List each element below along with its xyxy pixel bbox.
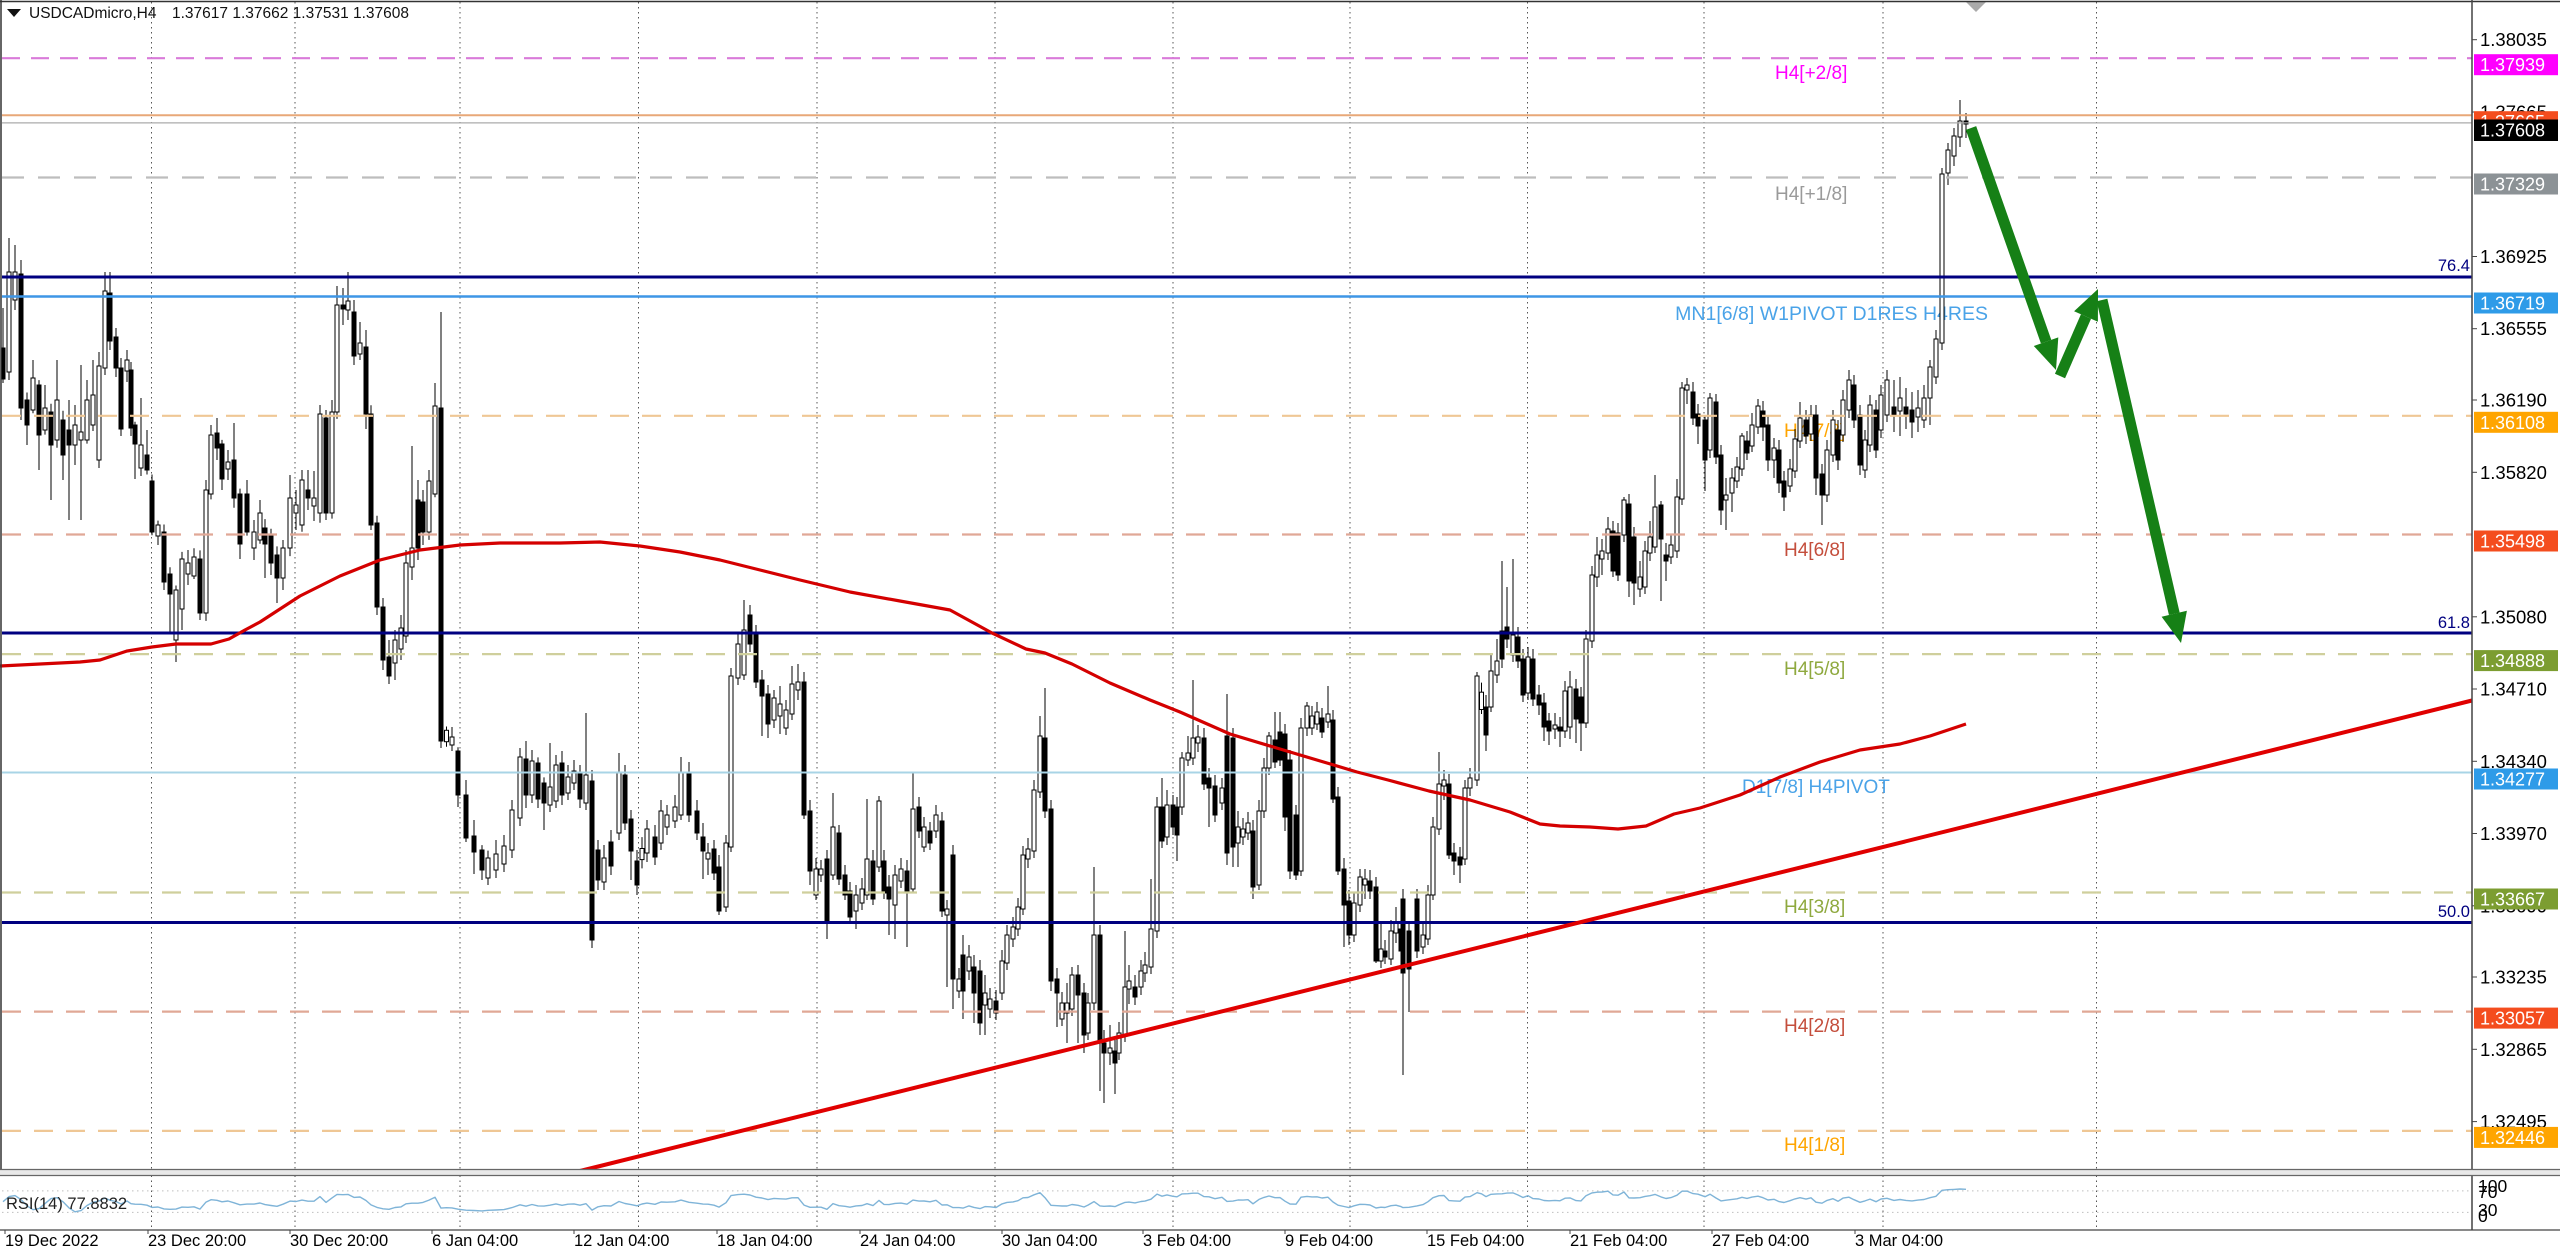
svg-text:RSI(14) 77.8832: RSI(14) 77.8832: [6, 1195, 127, 1213]
svg-text:1.34888: 1.34888: [2480, 651, 2545, 671]
svg-text:1.34710: 1.34710: [2480, 679, 2547, 700]
svg-text:15 Feb 04:00: 15 Feb 04:00: [1427, 1232, 1524, 1250]
svg-text:H4[1/8]: H4[1/8]: [1784, 1135, 1845, 1156]
svg-text:1.36190: 1.36190: [2480, 389, 2547, 410]
svg-text:9 Feb 04:00: 9 Feb 04:00: [1285, 1232, 1373, 1250]
svg-text:MN1[6/8] W1PIVOT D1RES H4RES: MN1[6/8] W1PIVOT D1RES H4RES: [1675, 303, 1988, 325]
svg-text:1.36108: 1.36108: [2480, 413, 2545, 433]
svg-text:1.35498: 1.35498: [2480, 532, 2545, 552]
svg-text:0: 0: [2478, 1206, 2488, 1226]
svg-text:1.34277: 1.34277: [2480, 770, 2545, 790]
svg-text:H4[+2/8]: H4[+2/8]: [1775, 63, 1847, 84]
svg-text:1.32446: 1.32446: [2480, 1128, 2545, 1148]
svg-text:1.33667: 1.33667: [2480, 890, 2545, 910]
svg-text:1.34340: 1.34340: [2480, 751, 2547, 772]
svg-text:3 Mar 04:00: 3 Mar 04:00: [1855, 1232, 1943, 1250]
svg-text:70: 70: [2478, 1182, 2498, 1202]
svg-text:1.36719: 1.36719: [2480, 294, 2545, 314]
svg-text:18 Jan 04:00: 18 Jan 04:00: [717, 1232, 812, 1250]
svg-text:21 Feb 04:00: 21 Feb 04:00: [1570, 1232, 1667, 1250]
svg-text:H4[5/8]: H4[5/8]: [1784, 659, 1845, 680]
svg-text:19 Dec 2022: 19 Dec 2022: [5, 1232, 99, 1250]
svg-text:1.32865: 1.32865: [2480, 1039, 2547, 1060]
svg-text:23 Dec 20:00: 23 Dec 20:00: [148, 1232, 246, 1250]
svg-text:H4[3/8]: H4[3/8]: [1784, 897, 1845, 918]
svg-text:H4[6/8]: H4[6/8]: [1784, 540, 1845, 561]
svg-text:USDCADmicro,H4: USDCADmicro,H4: [29, 5, 157, 22]
svg-text:3 Feb 04:00: 3 Feb 04:00: [1143, 1232, 1231, 1250]
svg-text:H4[2/8]: H4[2/8]: [1784, 1016, 1845, 1037]
svg-text:24 Jan 04:00: 24 Jan 04:00: [860, 1232, 955, 1250]
svg-text:1.37329: 1.37329: [2480, 175, 2545, 195]
svg-text:30: 30: [2478, 1200, 2498, 1220]
svg-text:1.36925: 1.36925: [2480, 246, 2547, 267]
svg-text:1.36555: 1.36555: [2480, 318, 2547, 339]
svg-text:1.37617 1.37662 1.37531 1.3760: 1.37617 1.37662 1.37531 1.37608: [172, 5, 409, 22]
svg-text:6 Jan 04:00: 6 Jan 04:00: [432, 1232, 518, 1250]
svg-text:61.8: 61.8: [2438, 614, 2470, 632]
svg-text:1.38035: 1.38035: [2480, 29, 2547, 50]
svg-text:30 Dec 20:00: 30 Dec 20:00: [290, 1232, 388, 1250]
svg-text:50.0: 50.0: [2438, 903, 2470, 921]
svg-text:D1[7/8] H4PIVOT: D1[7/8] H4PIVOT: [1742, 777, 1890, 798]
svg-text:30 Jan 04:00: 30 Jan 04:00: [1002, 1232, 1097, 1250]
svg-text:1.33970: 1.33970: [2480, 823, 2547, 844]
svg-text:1.37608: 1.37608: [2480, 121, 2545, 141]
svg-text:1.35080: 1.35080: [2480, 606, 2547, 627]
svg-text:100: 100: [2478, 1176, 2507, 1196]
svg-text:1.32495: 1.32495: [2480, 1111, 2547, 1132]
svg-text:H4[+1/8]: H4[+1/8]: [1775, 184, 1847, 205]
svg-text:12 Jan 04:00: 12 Jan 04:00: [574, 1232, 669, 1250]
svg-text:76.4: 76.4: [2438, 257, 2470, 275]
svg-text:1.35820: 1.35820: [2480, 462, 2547, 483]
svg-text:1.33057: 1.33057: [2480, 1009, 2545, 1029]
svg-text:27 Feb 04:00: 27 Feb 04:00: [1712, 1232, 1809, 1250]
svg-text:1.33235: 1.33235: [2480, 967, 2547, 988]
svg-text:1.37939: 1.37939: [2480, 55, 2545, 75]
